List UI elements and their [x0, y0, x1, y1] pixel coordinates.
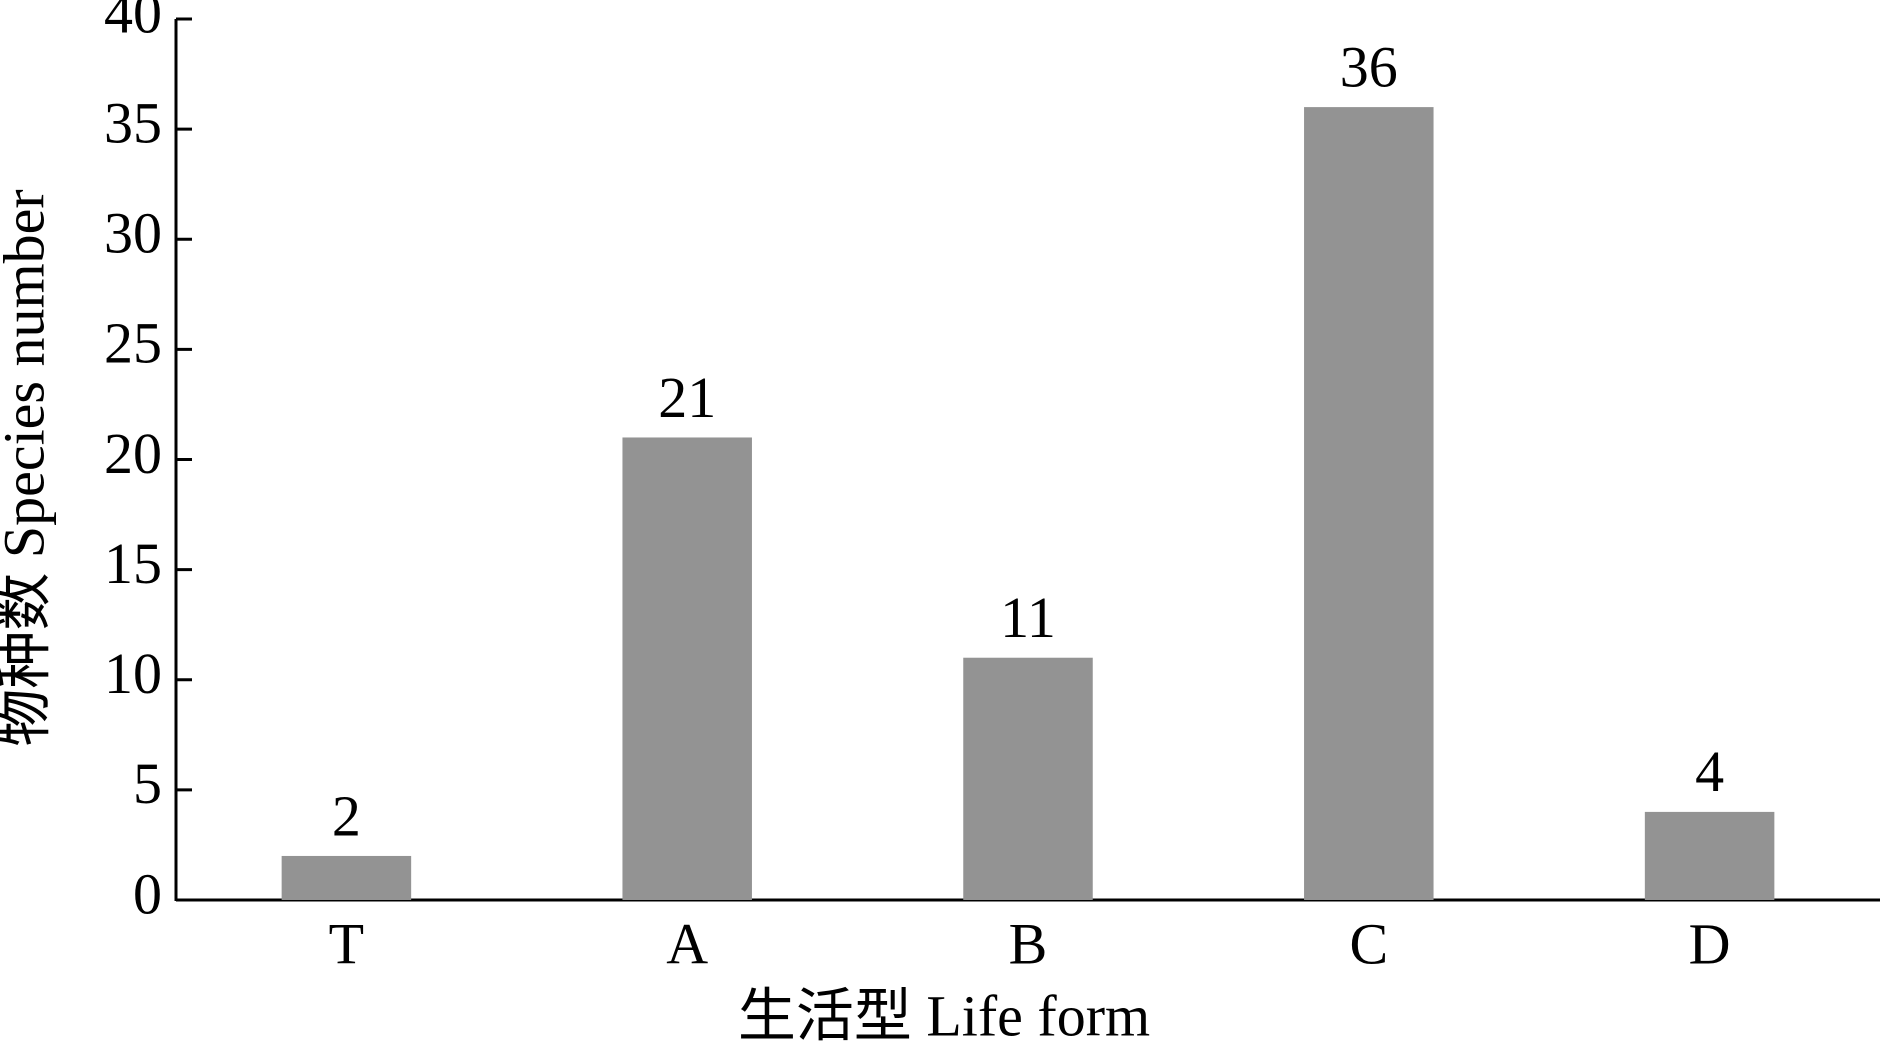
data-label: 4	[1695, 739, 1724, 804]
y-tick-label: 40	[104, 0, 162, 45]
x-axis-label: 生活型 Life form	[738, 983, 1150, 1048]
y-tick-label: 35	[104, 90, 162, 155]
x-tick-label: B	[1009, 911, 1048, 976]
x-tick-label: D	[1689, 911, 1731, 976]
data-label: 2	[332, 783, 361, 848]
y-tick-label: 0	[133, 861, 162, 926]
y-tick-label: 5	[133, 751, 162, 816]
y-tick-label: 10	[104, 641, 162, 706]
y-tick-label: 25	[104, 311, 162, 376]
data-label: 11	[1000, 585, 1056, 650]
bar	[1644, 811, 1775, 900]
bar	[622, 437, 752, 900]
x-tick-label: T	[329, 911, 364, 976]
data-label: 21	[658, 365, 716, 430]
y-tick-label: 30	[104, 201, 162, 266]
bar	[281, 855, 412, 900]
y-tick-label: 20	[104, 421, 162, 486]
bar	[963, 657, 1093, 900]
data-label: 36	[1340, 34, 1398, 99]
x-tick-label: A	[666, 911, 708, 976]
y-axis-label: 物种数 Species number	[0, 189, 56, 746]
x-tick-label: C	[1349, 911, 1388, 976]
bar	[1304, 107, 1434, 901]
y-tick-label: 15	[104, 531, 162, 596]
